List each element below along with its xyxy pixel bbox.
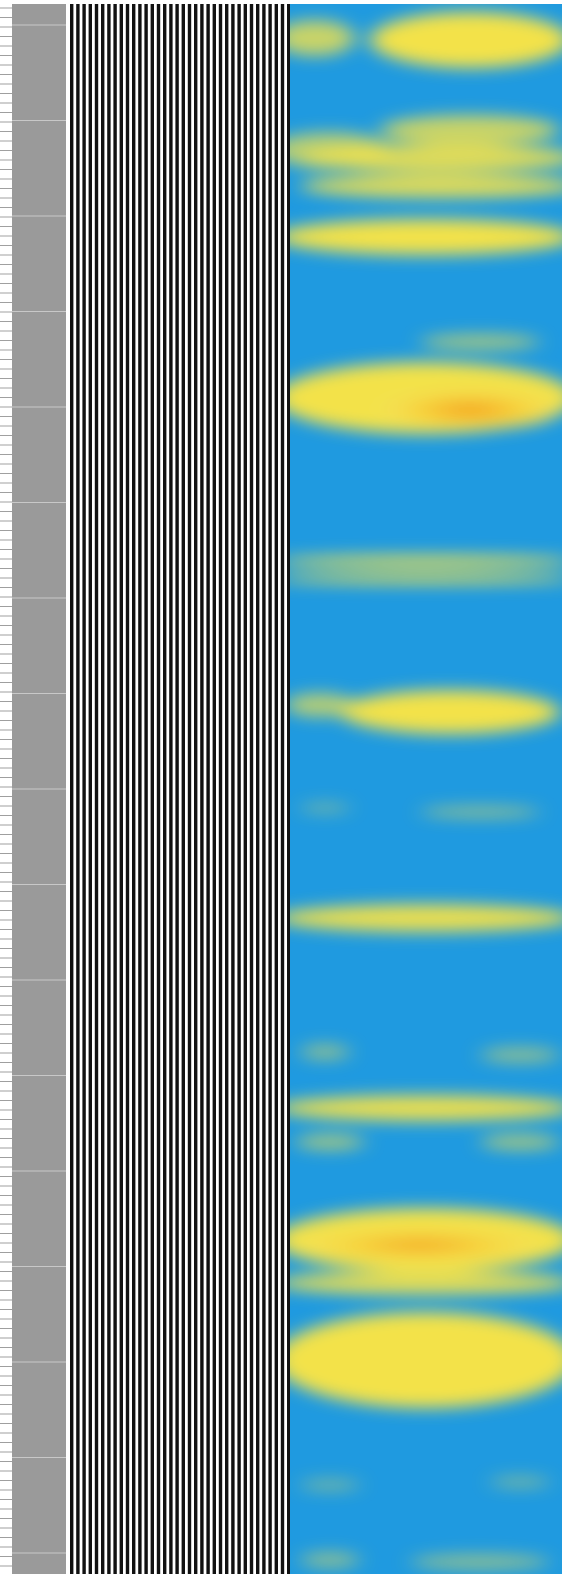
band [480, 1047, 560, 1063]
band [290, 555, 562, 567]
trace [113, 4, 117, 1574]
band [420, 806, 540, 818]
band [300, 174, 562, 198]
trace [262, 4, 266, 1574]
band [300, 1552, 360, 1568]
band [300, 144, 562, 172]
trace [200, 4, 204, 1574]
band [290, 20, 355, 56]
band [380, 115, 560, 145]
trace [76, 4, 80, 1574]
trace [237, 4, 241, 1574]
band [290, 219, 562, 255]
trace [132, 4, 136, 1574]
trace [181, 4, 185, 1574]
trace [243, 4, 247, 1574]
trace [82, 4, 86, 1574]
trace [169, 4, 173, 1574]
wiggle-traces [70, 4, 291, 1574]
trace [218, 4, 223, 1574]
trace [144, 4, 148, 1574]
depth-ticks [0, 7, 66, 1567]
trace [206, 4, 210, 1574]
band [420, 334, 540, 350]
trace [101, 4, 105, 1574]
trace [231, 4, 235, 1574]
trace [212, 4, 216, 1574]
trace [280, 4, 285, 1574]
trace [125, 4, 130, 1574]
trace [194, 4, 198, 1574]
band [480, 1134, 560, 1150]
trace [256, 4, 260, 1574]
trace [150, 4, 154, 1574]
trace [274, 4, 278, 1574]
band [370, 12, 562, 68]
band [300, 803, 350, 813]
band [295, 1134, 365, 1150]
band [340, 690, 560, 734]
trace [175, 4, 179, 1574]
trace [119, 4, 123, 1574]
trace [156, 4, 161, 1574]
band [490, 1476, 550, 1488]
trace [107, 4, 111, 1574]
heatmap-bands [290, 12, 562, 1570]
band [290, 574, 562, 584]
band [290, 904, 562, 932]
trace [249, 4, 254, 1574]
trace [163, 4, 167, 1574]
band [290, 693, 355, 717]
band [290, 1095, 562, 1121]
trace [88, 4, 92, 1574]
band [300, 1044, 350, 1060]
band [300, 1479, 360, 1491]
trace [268, 4, 272, 1574]
trace [70, 4, 74, 1574]
band [300, 1229, 540, 1261]
trace [287, 4, 291, 1574]
trace [94, 4, 99, 1574]
band [290, 1271, 562, 1295]
band [410, 1554, 550, 1570]
band [290, 1312, 562, 1408]
band [380, 390, 560, 430]
trace [138, 4, 142, 1574]
trace [225, 4, 229, 1574]
trace [187, 4, 192, 1574]
